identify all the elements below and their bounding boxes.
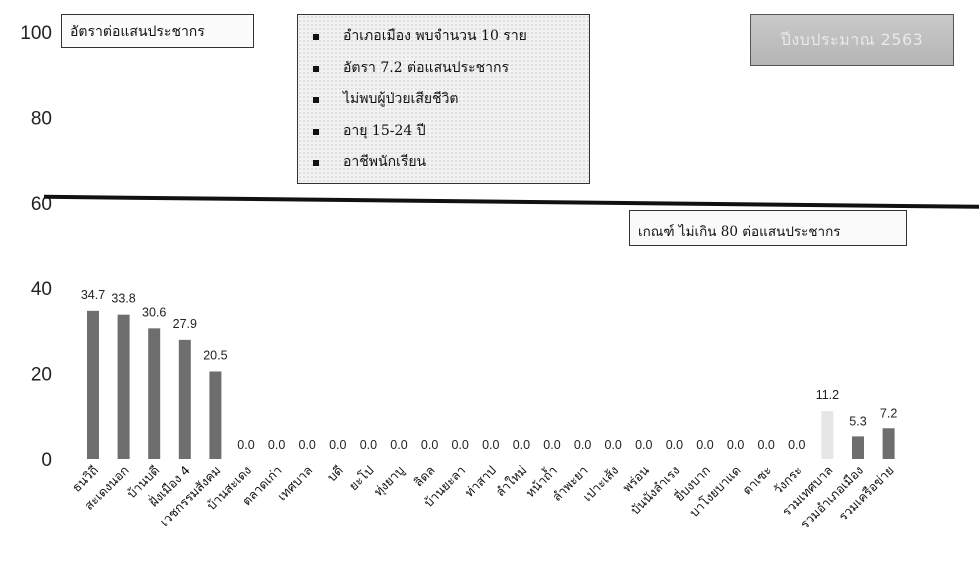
data-label: 0.0 <box>452 438 469 452</box>
y-tick-label: 60 <box>31 194 52 215</box>
x-tick-label: ท่าสาป <box>462 462 499 499</box>
bullet-icon <box>313 97 319 103</box>
y-axis-label-box: อัตราต่อแสนประชากร <box>61 14 254 48</box>
x-tick-label: บดี <box>324 463 346 485</box>
bullet-icon <box>313 160 319 166</box>
info-item: อายุ 15-24 ปี <box>298 116 589 148</box>
x-tick-label: ลำใหม่ <box>493 463 530 500</box>
info-item-text: อำเภอเมือง พบจำนวน 10 ราย <box>343 28 527 44</box>
info-item-text: อัตรา 7.2 ต่อแสนประชากร <box>343 59 509 76</box>
x-tick-label: ตาเซะ <box>739 463 774 498</box>
bullet-icon <box>313 65 319 72</box>
data-label: 0.0 <box>360 438 377 452</box>
data-label: 0.0 <box>574 438 591 452</box>
bullet-icon <box>313 128 319 135</box>
threshold-label-box: เกณฑ์ ไม่เกิน 80 ต่อแสนประชากร <box>629 210 907 246</box>
x-tick-label: ทุ่งยาบู <box>371 462 408 499</box>
info-item-text: ไม่พบผู้ป่วยเสียชีวิต <box>343 91 459 107</box>
data-label: 7.2 <box>880 406 897 420</box>
y-tick-label: 40 <box>31 279 52 300</box>
y-tick-label: 80 <box>31 108 52 129</box>
y-tick-label: 100 <box>20 23 52 44</box>
info-item-text: อายุ 15-24 ปี <box>343 122 426 139</box>
data-label: 0.0 <box>482 438 499 452</box>
bar <box>117 314 130 459</box>
data-label: 0.0 <box>635 438 652 452</box>
bar <box>852 436 864 459</box>
x-tick-label: เทศบาล <box>274 463 315 504</box>
data-label: 0.0 <box>421 438 438 452</box>
data-label: 5.3 <box>849 414 866 428</box>
data-label: 0.0 <box>788 438 805 452</box>
data-label: 33.8 <box>111 292 135 306</box>
bar <box>821 411 834 459</box>
y-axis-label: อัตราต่อแสนประชากร <box>70 24 205 40</box>
threshold-label: เกณฑ์ ไม่เกิน 80 ต่อแสนประชากร <box>638 224 841 240</box>
fiscal-year-badge: ปีงบประมาณ 2563 <box>750 14 954 66</box>
info-item-text: อาชีพนักเรียน <box>343 154 427 170</box>
info-item: ไม่พบผู้ป่วยเสียชีวิต <box>298 84 589 116</box>
data-label: 0.0 <box>513 438 530 452</box>
info-item: อาชีพนักเรียน <box>298 147 589 179</box>
bar <box>209 371 222 459</box>
info-list: อำเภอเมือง พบจำนวน 10 ราย อัตรา 7.2 ต่อแ… <box>298 15 589 179</box>
data-label: 0.0 <box>299 438 316 452</box>
data-label: 0.0 <box>666 438 683 452</box>
data-label: 0.0 <box>605 438 622 452</box>
data-label: 34.7 <box>81 288 105 302</box>
data-label: 30.6 <box>142 305 166 319</box>
data-label: 0.0 <box>543 438 560 452</box>
bar <box>148 328 161 459</box>
info-item: อัตรา 7.2 ต่อแสนประชากร <box>298 53 589 85</box>
bar <box>882 428 895 459</box>
info-item: อำเภอเมือง พบจำนวน 10 ราย <box>298 21 589 53</box>
y-tick-label: 0 <box>41 450 52 471</box>
data-label: 0.0 <box>727 438 744 452</box>
data-label: 0.0 <box>696 438 713 452</box>
y-tick-label: 20 <box>31 365 52 386</box>
bar <box>178 339 191 459</box>
data-label: 20.5 <box>203 348 227 362</box>
bar <box>87 310 99 459</box>
fiscal-year-badge-text: ปีงบประมาณ 2563 <box>780 30 924 49</box>
data-label: 0.0 <box>758 438 775 452</box>
data-label: 0.0 <box>237 438 254 452</box>
bullet-icon <box>313 34 319 40</box>
data-label: 0.0 <box>390 438 407 452</box>
data-label: 27.9 <box>173 317 197 331</box>
info-box: อำเภอเมือง พบจำนวน 10 ราย อัตรา 7.2 ต่อแ… <box>297 14 590 184</box>
threshold-line <box>43 194 979 209</box>
data-label: 11.2 <box>816 388 839 402</box>
data-label: 0.0 <box>268 438 285 452</box>
data-label: 0.0 <box>329 438 346 452</box>
